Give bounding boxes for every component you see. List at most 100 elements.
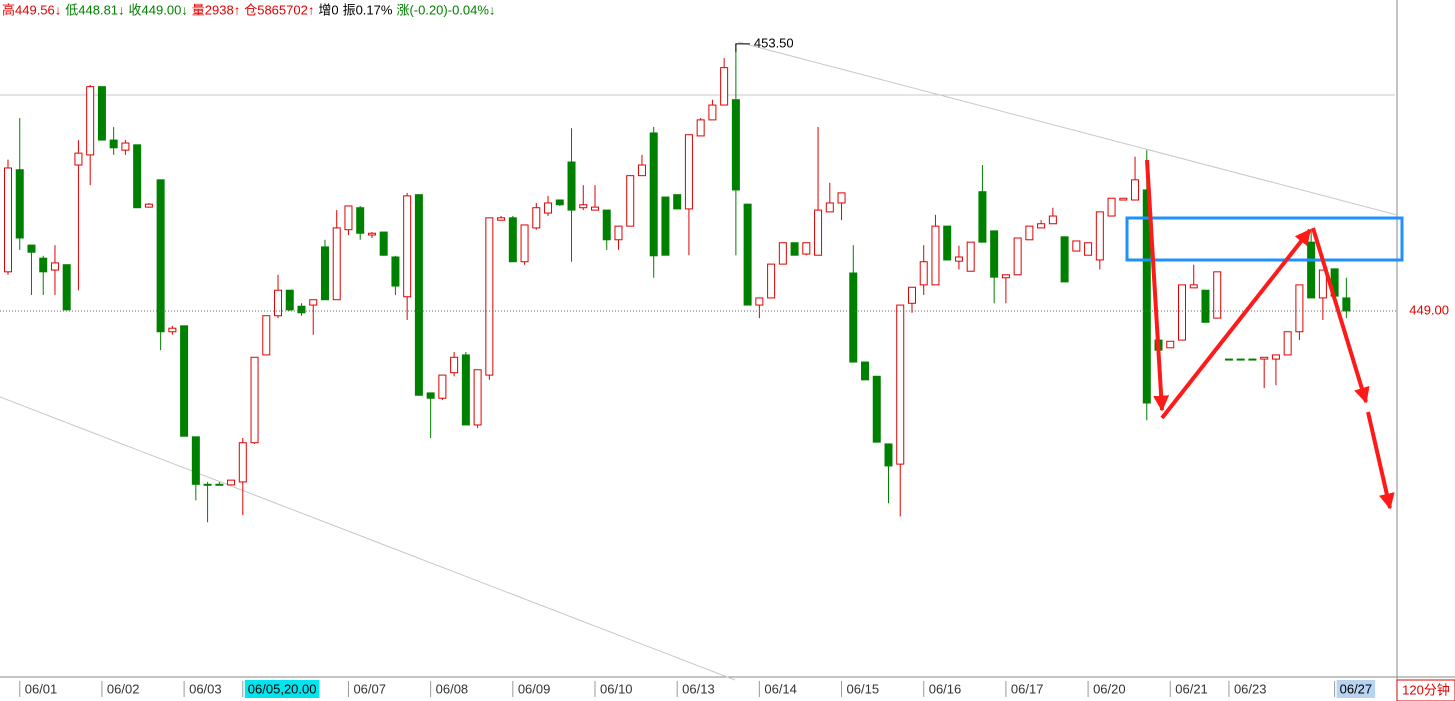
candle-body xyxy=(497,217,506,221)
candle-body xyxy=(1224,358,1233,361)
candle-body xyxy=(1271,354,1280,360)
candle-body xyxy=(532,207,541,229)
candle-body xyxy=(50,262,59,271)
candle-body xyxy=(520,224,529,263)
candle-body xyxy=(262,315,271,356)
candle-body xyxy=(790,242,799,256)
x-tick-label: 06/05,20.00 xyxy=(248,681,317,696)
candle-body xyxy=(168,327,177,333)
candle-body xyxy=(403,195,412,298)
candle-body xyxy=(684,134,693,210)
x-tick-label: 06/21 xyxy=(1175,681,1208,696)
candle-body xyxy=(4,167,12,273)
candle-body xyxy=(39,257,48,273)
candle-body xyxy=(767,263,776,299)
x-label-highlight xyxy=(1336,680,1376,698)
candle-body xyxy=(1095,211,1104,261)
x-tick-label: 06/01 xyxy=(25,681,58,696)
header-item: 量2938↑ xyxy=(192,2,240,17)
candle-body xyxy=(133,144,142,209)
header-item: 涨(-0.20)-0.04%↓ xyxy=(396,2,495,17)
candle-body xyxy=(203,483,212,486)
drawn-arrow xyxy=(1311,227,1370,404)
x-tick-label: 06/16 xyxy=(929,681,962,696)
candle-body xyxy=(144,203,153,208)
candle-body xyxy=(227,479,236,486)
candle-body xyxy=(814,209,823,256)
candle-body xyxy=(1166,340,1175,349)
x-label-highlight xyxy=(244,680,320,698)
header-item: 仓5865702↑ xyxy=(244,2,314,17)
candle-body xyxy=(755,297,764,306)
candle-body xyxy=(872,375,881,443)
candle-body xyxy=(27,244,36,253)
candle-body xyxy=(637,164,646,177)
candle-body xyxy=(990,230,999,278)
candle-body xyxy=(156,179,165,333)
candle-body xyxy=(731,99,740,191)
drawn-trend-line xyxy=(0,396,736,681)
x-tick-label: 06/27 xyxy=(1340,681,1373,696)
candle-body xyxy=(1307,241,1316,299)
candle-body xyxy=(1072,240,1081,252)
candle-body xyxy=(309,299,318,306)
candle-body xyxy=(649,132,658,257)
candle-body xyxy=(332,227,341,301)
candle-body xyxy=(591,206,599,211)
candle-body xyxy=(837,192,846,204)
candle-body xyxy=(1295,284,1304,333)
drawn-arrow xyxy=(1160,228,1312,420)
last-price-label: 449.00 xyxy=(1409,302,1449,317)
candle-body xyxy=(473,369,482,426)
candles xyxy=(4,43,1351,523)
candle-body xyxy=(1060,236,1069,283)
candle-body xyxy=(1248,358,1257,361)
candle-body xyxy=(861,361,870,381)
candle-body xyxy=(86,86,95,156)
header-item: 收449.00↓ xyxy=(129,2,188,17)
x-tick-label: 06/03 xyxy=(189,681,222,696)
candle-body xyxy=(825,202,834,213)
candle-body xyxy=(121,142,130,151)
candle-body xyxy=(896,304,905,465)
candle-body xyxy=(62,264,71,311)
candle-body xyxy=(414,194,423,396)
candle-body xyxy=(966,241,975,272)
candle-body xyxy=(720,67,729,106)
candle-body xyxy=(579,204,588,209)
header-item: 高449.56↓ xyxy=(2,2,61,17)
candle-body xyxy=(250,356,259,444)
x-tick-label: 06/09 xyxy=(518,681,551,696)
drawn-box xyxy=(1125,216,1404,262)
candle-body xyxy=(567,161,576,211)
candle-body xyxy=(1001,274,1010,279)
candle-body xyxy=(1283,331,1292,356)
candle-body xyxy=(907,286,916,304)
header-item: 增0 xyxy=(318,2,338,17)
x-tick-label: 06/20 xyxy=(1093,681,1126,696)
candle-body xyxy=(297,305,306,314)
period-box xyxy=(1396,679,1455,701)
drawn-arrow xyxy=(1366,411,1395,510)
candle-body xyxy=(1318,269,1327,299)
candle-body xyxy=(1131,179,1140,201)
candle-body xyxy=(1189,284,1198,289)
candle-body xyxy=(97,86,106,141)
x-tick-label: 06/13 xyxy=(682,681,715,696)
candle-body xyxy=(238,442,247,483)
candle-body xyxy=(943,225,952,261)
candle-body xyxy=(931,225,940,286)
candle-body xyxy=(485,217,494,376)
candle-body xyxy=(919,261,928,286)
candle-body xyxy=(438,374,447,399)
candle-body xyxy=(391,256,400,287)
candle-body xyxy=(743,203,752,306)
header-item: 振0.17% xyxy=(343,2,393,17)
candle-body xyxy=(1236,358,1245,361)
candle-body xyxy=(708,104,717,121)
candle-body xyxy=(884,443,893,467)
candle-body xyxy=(1037,223,1046,229)
drawn-arrow xyxy=(1145,159,1170,412)
